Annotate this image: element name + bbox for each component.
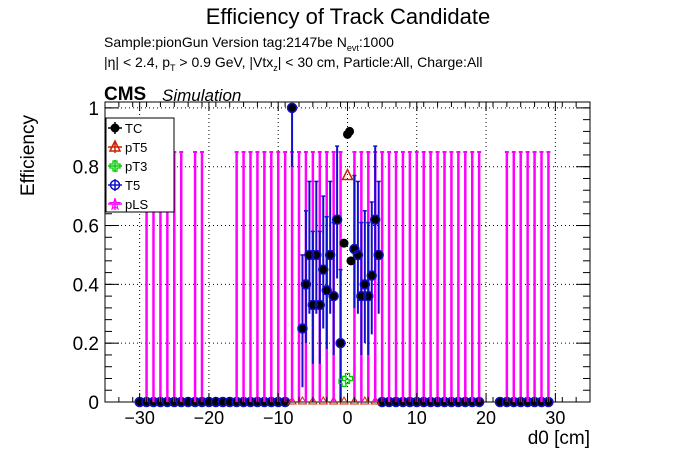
y-tick-label: 0.6 bbox=[73, 217, 99, 238]
tc-point bbox=[318, 265, 328, 275]
t5-point bbox=[369, 214, 381, 225]
y-tick-label: 0 bbox=[88, 393, 99, 414]
cms-label: CMS bbox=[104, 84, 147, 105]
x-tick-label: 30 bbox=[545, 408, 565, 428]
t5-point bbox=[331, 214, 343, 225]
t5-point bbox=[359, 279, 371, 290]
legend-label: pLS bbox=[125, 197, 148, 212]
t5-point bbox=[286, 102, 298, 114]
t5-point bbox=[352, 249, 364, 261]
pt5-zero-point bbox=[318, 395, 329, 405]
y-axis-label: Efficiency bbox=[18, 115, 39, 196]
data-points bbox=[286, 102, 384, 388]
t5-point bbox=[335, 337, 346, 349]
sample-info: Sample:pionGun Version tag:2147be Nevt:1… bbox=[104, 34, 394, 53]
t5-point bbox=[307, 299, 319, 311]
error-bars bbox=[144, 107, 551, 402]
tc-zero-point bbox=[218, 398, 227, 406]
legend-label: pT3 bbox=[125, 159, 147, 174]
pt5-zero-point bbox=[328, 395, 339, 405]
x-tick-label: −10 bbox=[263, 408, 294, 428]
t5-point bbox=[321, 284, 332, 296]
t5-point bbox=[304, 249, 315, 261]
x-tick-label: −20 bbox=[194, 408, 225, 428]
pt5-zero-point bbox=[339, 395, 349, 405]
tc-point bbox=[345, 126, 355, 136]
sample-info-text: Sample:pionGun Version tag:2147be Nevt:1… bbox=[104, 34, 394, 53]
selection-info-text: |η| < 2.4, pT > 0.9 GeV, |Vtxz| < 30 cm,… bbox=[104, 54, 483, 73]
t5-point bbox=[297, 323, 308, 334]
tc-point bbox=[336, 338, 346, 348]
t5-point bbox=[366, 270, 377, 281]
legend-box bbox=[105, 117, 175, 213]
t5-point bbox=[314, 299, 326, 311]
pt5-zero-point bbox=[287, 395, 297, 405]
x-tick-label: 0 bbox=[342, 408, 352, 428]
tc-zero-point bbox=[495, 398, 504, 406]
tc-point bbox=[370, 215, 380, 225]
t5-point bbox=[300, 279, 312, 290]
x-tick-label: −30 bbox=[124, 408, 155, 428]
pt5-zero-point bbox=[359, 395, 370, 405]
chart-title: Efficiency of Track Candidate bbox=[205, 4, 491, 29]
t5-point bbox=[349, 243, 360, 255]
tc-point bbox=[374, 250, 384, 260]
pt5-zero-point bbox=[297, 395, 308, 405]
selection-info: |η| < 2.4, pT > 0.9 GeV, |Vtxz| < 30 cm,… bbox=[104, 54, 483, 73]
tc-point bbox=[329, 291, 339, 301]
t5-point bbox=[318, 264, 329, 275]
t5-point bbox=[356, 290, 367, 302]
tc-point bbox=[325, 250, 335, 260]
legend-label: T5 bbox=[125, 178, 140, 193]
tc-point bbox=[332, 215, 342, 225]
tc-point bbox=[287, 103, 297, 113]
tc-point bbox=[322, 285, 332, 295]
pt5-point bbox=[341, 167, 354, 181]
y-tick-label: 0.4 bbox=[73, 275, 100, 296]
y-tick-label: 1 bbox=[88, 99, 99, 120]
axes: −30 −20 −10 0 10 20 30 0 0.2 0.4 0.6 0.8 1 bbox=[73, 99, 591, 428]
pt5-zero-point bbox=[370, 395, 381, 405]
tc-point bbox=[346, 256, 356, 266]
t5-point bbox=[373, 249, 384, 261]
tc-point bbox=[297, 323, 307, 333]
simulation-label: Simulation bbox=[162, 86, 242, 105]
y-tick-label: 0.8 bbox=[73, 158, 99, 179]
legend-marker bbox=[109, 179, 121, 191]
grid-lines bbox=[105, 102, 590, 403]
legend-marker bbox=[108, 139, 122, 152]
t5-point bbox=[311, 249, 322, 261]
pt5-zero-point bbox=[349, 395, 360, 405]
legend-marker bbox=[110, 123, 120, 133]
legend-marker bbox=[109, 160, 121, 172]
t5-point bbox=[363, 290, 374, 302]
tc-point bbox=[339, 238, 349, 248]
tc-point bbox=[367, 271, 377, 281]
legend-label: TC bbox=[125, 121, 142, 136]
x-axis-label: d0 [cm] bbox=[527, 428, 590, 449]
legend: TC pT5 pT3 T5 pLS bbox=[105, 117, 175, 213]
tc-point bbox=[301, 279, 311, 289]
t5-point bbox=[324, 249, 336, 261]
t5-point bbox=[328, 290, 339, 302]
pt3-point bbox=[338, 375, 350, 388]
pt5-zero-point bbox=[307, 395, 318, 405]
y-tick-label: 0.2 bbox=[73, 334, 99, 355]
x-tick-label: 10 bbox=[407, 408, 427, 428]
legend-label: pT5 bbox=[125, 140, 147, 155]
legend-marker bbox=[108, 197, 122, 211]
tc-point bbox=[360, 279, 370, 289]
x-tick-label: 20 bbox=[476, 408, 496, 428]
